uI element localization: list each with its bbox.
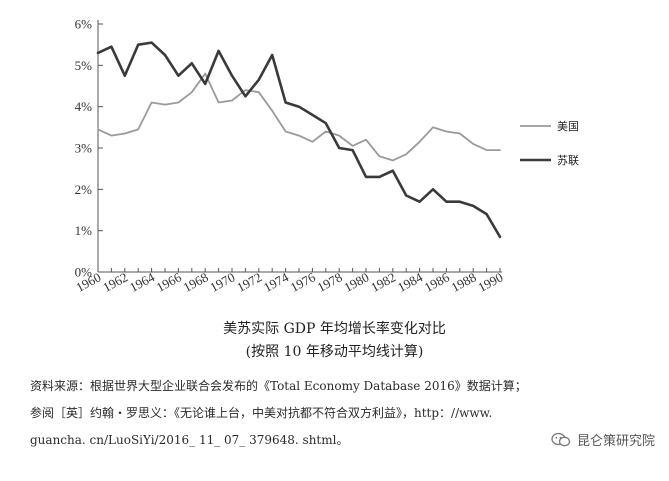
wechat-icon [551, 432, 571, 446]
source-line-3: guancha. cn/LuoSiYi/2016_ 11_ 07_ 379648… [30, 433, 349, 447]
y-tick-label: 6% [75, 17, 93, 32]
figure-title: 美苏实际 GDP 年均增长率变化对比 [223, 321, 446, 337]
x-tick-label: 1988 [449, 269, 479, 294]
x-tick-label: 1990 [475, 269, 505, 294]
x-tick-label: 1968 [181, 269, 211, 294]
x-tick-label: 1980 [341, 269, 371, 294]
chart-axes [97, 20, 502, 273]
y-tick-label: 5% [75, 58, 93, 73]
source-line-2: 参阅［英］约翰・罗思义：《无论谁上台，中美对抗都不符合双方利益》，http：//… [30, 406, 493, 420]
watermark: 昆仑策研究院 [551, 430, 655, 449]
series-line-1 [97, 72, 501, 162]
watermark-text: 昆仑策研究院 [576, 434, 655, 449]
x-tick-label: 1986 [422, 269, 452, 295]
figure-subtitle: (按照 10 年移动平均线计算) [245, 344, 424, 360]
x-tick-label: 1962 [100, 269, 130, 294]
legend-label-1: 美国 [557, 120, 579, 133]
x-tick-label: 1974 [261, 269, 291, 295]
x-tick-label: 1966 [154, 269, 184, 295]
x-tick-label: 1978 [315, 269, 345, 294]
x-tick-label: 1972 [234, 269, 264, 294]
series-lines [96, 41, 502, 239]
x-tick-label: 1964 [127, 269, 157, 295]
y-tick-label: 3% [75, 141, 93, 156]
y-tick-label: 0% [75, 265, 93, 280]
x-tick-label: 1982 [368, 269, 398, 294]
series-line-2 [96, 41, 502, 239]
line-chart: 0%1%2%3%4%5%6% 1960196219641966196819701… [73, 17, 579, 295]
y-tick-label: 1% [75, 223, 93, 238]
y-tick-label: 4% [75, 99, 93, 114]
x-tick-label: 1976 [288, 269, 318, 295]
legend-label-2: 苏联 [557, 154, 579, 167]
y-axis-ticks: 0% 1% 2% 3% 4% 5% 6% [75, 17, 103, 280]
x-tick-label: 1984 [395, 269, 425, 295]
y-tick-label: 2% [75, 182, 93, 197]
x-tick-label: 1970 [207, 269, 237, 294]
source-line-1: 资料来源：根据世界大型企业联合会发布的《Total Economy Databa… [30, 379, 527, 393]
